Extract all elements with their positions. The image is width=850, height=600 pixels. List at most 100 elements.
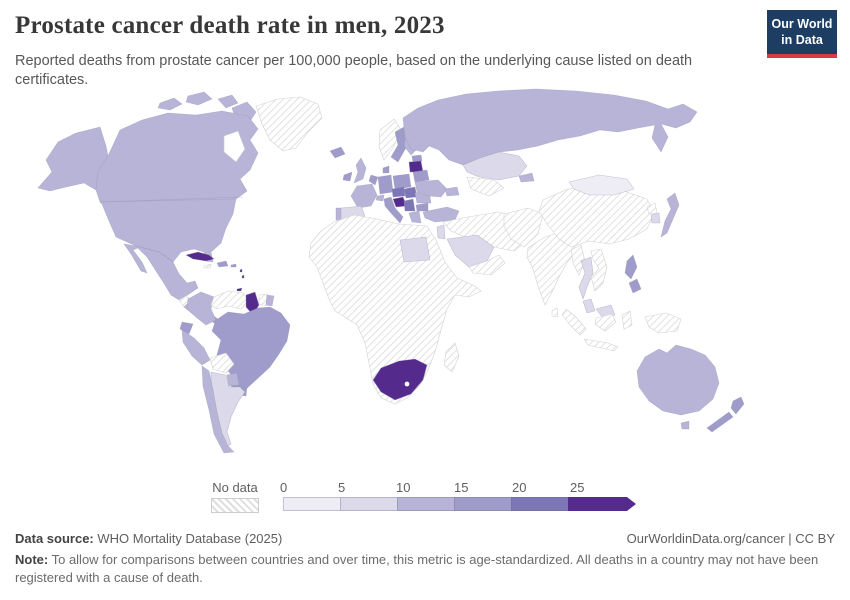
country-iceland[interactable] — [329, 146, 346, 159]
country-italy[interactable] — [383, 196, 404, 224]
country-new-zealand-south[interactable] — [706, 411, 734, 433]
country-yemen-oman[interactable] — [468, 254, 506, 276]
country-canada-arctic[interactable] — [157, 97, 183, 111]
country-new-guinea[interactable] — [644, 312, 682, 334]
legend-segment-15–20[interactable] — [454, 497, 512, 511]
country-madagascar[interactable] — [443, 342, 460, 373]
legend-segment-25+[interactable] — [568, 497, 636, 511]
country-russia[interactable] — [402, 88, 698, 166]
country-united-states[interactable] — [99, 198, 237, 263]
legend-segment-10–15[interactable] — [397, 497, 455, 511]
legend-tick-25: 25 — [570, 480, 585, 495]
legend-tick-5: 5 — [338, 480, 346, 495]
legend-tick-15: 15 — [454, 480, 469, 495]
country-hungary-slovakia[interactable] — [403, 186, 418, 199]
country-portugal[interactable] — [335, 207, 342, 222]
country-trinidad[interactable] — [236, 287, 243, 292]
country-philippines[interactable] — [628, 278, 642, 294]
country-new-zealand-north[interactable] — [730, 396, 745, 415]
us-canada-border — [99, 196, 244, 203]
country-south-korea[interactable] — [650, 212, 661, 224]
country-serbia-balkans[interactable] — [403, 198, 416, 212]
country-africa-other[interactable] — [308, 214, 482, 405]
country-greece[interactable] — [408, 210, 422, 224]
country-kyrgyzstan[interactable] — [518, 172, 535, 183]
lesotho-cutout — [404, 381, 410, 387]
country-puerto-rico[interactable] — [230, 263, 237, 268]
country-paraguay[interactable] — [226, 372, 240, 387]
country-germany[interactable] — [377, 174, 394, 195]
country-ireland[interactable] — [342, 171, 353, 182]
country-benelux[interactable] — [368, 174, 379, 186]
legend-no-data[interactable]: No data — [203, 480, 267, 513]
country-north-korea[interactable] — [646, 202, 658, 215]
country-france[interactable] — [350, 183, 378, 209]
country-canada[interactable] — [95, 110, 259, 203]
legend-segment-5–10[interactable] — [340, 497, 398, 511]
no-data-hatch-swatch[interactable] — [211, 498, 259, 513]
country-vietnam-laos-cambodia[interactable] — [590, 248, 608, 292]
note-text: To allow for comparisons between countri… — [15, 552, 819, 586]
chart-subtitle: Reported deaths from prostate cancer per… — [15, 53, 693, 89]
country-suriname[interactable] — [258, 293, 268, 307]
country-peru[interactable] — [181, 329, 211, 366]
country-uzbekistan-turkmenistan[interactable] — [466, 176, 505, 197]
country-mongolia[interactable] — [568, 174, 635, 196]
country-sri-lanka[interactable] — [551, 307, 559, 318]
country-kazakhstan[interactable] — [462, 151, 528, 181]
country-estonia[interactable] — [411, 154, 423, 163]
country-switzerland[interactable] — [375, 194, 385, 202]
country-denmark[interactable] — [382, 165, 390, 174]
country-canada-arctic[interactable] — [185, 91, 213, 106]
country-poland[interactable] — [392, 173, 412, 190]
country-ukraine[interactable] — [414, 179, 448, 198]
country-latvia-lithuania[interactable] — [408, 160, 424, 173]
country-mexico[interactable] — [123, 243, 199, 301]
country-czechia-austria[interactable] — [391, 186, 406, 198]
license-link[interactable]: OurWorldinData.org/cancer | CC BY — [626, 531, 835, 546]
country-malaysia[interactable] — [582, 298, 596, 314]
legend-segment-0–5[interactable] — [283, 497, 341, 511]
country-afghanistan-pakistan[interactable] — [503, 207, 544, 248]
country-thailand[interactable] — [578, 256, 594, 300]
hudson-bay — [223, 130, 246, 163]
country-indonesia-java[interactable] — [583, 338, 619, 352]
country-bulgaria[interactable] — [415, 202, 429, 212]
country-cuba[interactable] — [185, 251, 215, 262]
country-lesser-antilles[interactable] — [241, 274, 245, 279]
legend-segment-20–25[interactable] — [511, 497, 569, 511]
country-philippines[interactable] — [624, 254, 638, 280]
country-indonesia-borneo[interactable] — [594, 313, 617, 332]
legend-tick-10: 10 — [396, 480, 411, 495]
country-colombia[interactable] — [186, 291, 217, 326]
country-venezuela[interactable] — [210, 290, 249, 310]
country-myanmar[interactable] — [570, 244, 586, 276]
page-title: Prostate cancer death rate in men, 2023 — [15, 12, 445, 39]
country-south-africa[interactable] — [372, 358, 428, 401]
country-alaska[interactable] — [37, 126, 109, 192]
country-indonesia-sumatra[interactable] — [561, 308, 587, 336]
country-belarus[interactable] — [412, 169, 430, 183]
country-french-guiana[interactable] — [265, 294, 275, 307]
country-lesser-antilles[interactable] — [239, 268, 243, 273]
country-australia[interactable] — [636, 344, 720, 416]
country-greenland[interactable] — [255, 96, 323, 152]
country-israel-jordan[interactable] — [436, 224, 446, 240]
country-caucasus[interactable] — [444, 186, 460, 197]
country-tasmania[interactable] — [680, 420, 690, 430]
note-label: Note: — [15, 552, 49, 567]
country-canada-arctic[interactable] — [217, 94, 239, 109]
owid-logo-line2: in Data — [781, 33, 823, 48]
country-united-kingdom[interactable] — [353, 157, 367, 184]
country-japan[interactable] — [660, 192, 680, 238]
country-indonesia-sulawesi[interactable] — [621, 310, 633, 330]
country-hispaniola[interactable] — [216, 260, 229, 268]
country-bolivia[interactable] — [209, 352, 235, 374]
country-chile[interactable] — [201, 365, 235, 454]
country-jamaica[interactable] — [203, 263, 212, 269]
country-norway[interactable] — [378, 118, 402, 161]
country-ecuador[interactable] — [179, 321, 194, 335]
owid-logo[interactable]: Our World in Data — [767, 10, 837, 58]
country-egypt[interactable] — [399, 236, 431, 263]
